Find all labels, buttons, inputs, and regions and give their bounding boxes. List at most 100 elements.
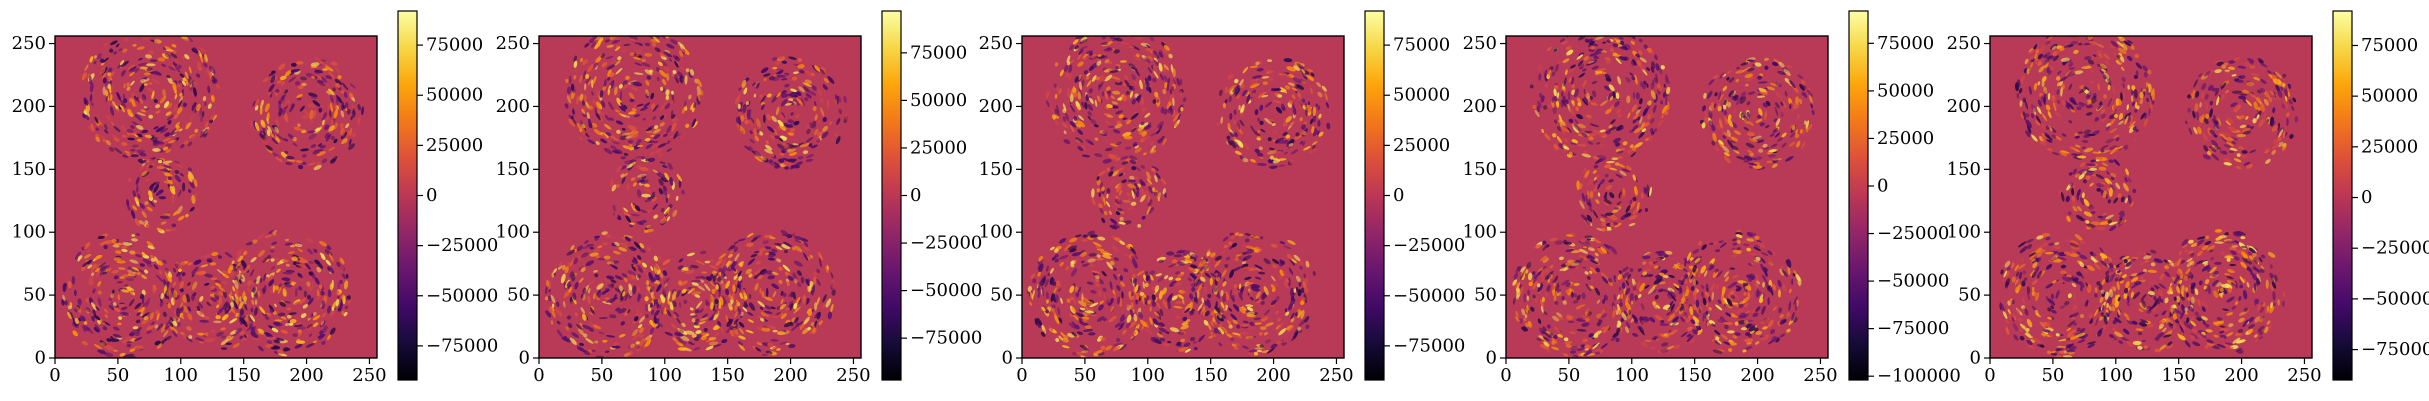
heatmap-cell — [1255, 61, 1260, 66]
heatmap-cell — [1235, 232, 1239, 236]
heatmap-cell — [638, 220, 647, 224]
heatmap-cell — [1609, 192, 1615, 199]
heatmap-cell — [1180, 106, 1184, 112]
heatmap-cell — [181, 56, 186, 61]
heatmap-cell — [694, 294, 701, 298]
heatmap-cell — [1131, 190, 1135, 199]
heatmap-cell — [165, 281, 171, 287]
heatmap-cell — [620, 206, 625, 211]
heatmap-cell — [663, 36, 669, 39]
heatmap-cell — [146, 67, 153, 72]
heatmap-cell — [589, 306, 595, 315]
heatmap-cell — [1115, 211, 1121, 216]
heatmap-cell — [167, 139, 177, 144]
heatmap-cell — [1112, 289, 1115, 295]
heatmap-cell — [1233, 284, 1238, 289]
heatmap-cell — [1140, 30, 1145, 35]
heatmap-cell — [294, 243, 303, 248]
heatmap-cell — [742, 104, 747, 114]
heatmap-cell — [284, 322, 290, 326]
heatmap-cell — [136, 312, 141, 316]
heatmap-cell — [656, 255, 663, 262]
heatmap-cell — [746, 242, 754, 247]
heatmap-cell — [1312, 141, 1318, 146]
heatmap-cell — [62, 283, 67, 293]
heatmap-cell — [1044, 279, 1049, 288]
heatmap-cell — [1586, 38, 1594, 43]
x-tick-label: 200 — [289, 365, 323, 386]
heatmap-cell — [94, 343, 103, 350]
heatmap-cell — [1776, 137, 1783, 142]
heatmap-cell — [177, 100, 183, 108]
heatmap-cell — [182, 182, 186, 192]
heatmap-cell — [602, 242, 608, 246]
heatmap-cell — [741, 85, 746, 93]
heatmap-cell — [768, 159, 774, 164]
heatmap-cell — [1762, 143, 1768, 148]
heatmap-cell — [284, 70, 292, 77]
heatmap-cell — [131, 92, 135, 100]
heatmap-cell — [1134, 147, 1142, 154]
heatmap-cell — [335, 82, 341, 88]
heatmap-cell — [1576, 97, 1582, 104]
x-tick-label: 200 — [773, 365, 807, 386]
heatmap-cell — [1591, 80, 1598, 85]
heatmap-cell — [639, 209, 648, 214]
heatmap-cell — [784, 102, 792, 106]
heatmap-cell — [1127, 207, 1134, 211]
heatmap-cell — [1164, 275, 1169, 280]
heatmap-cell — [324, 64, 329, 67]
heatmap-cell — [669, 176, 674, 186]
heatmap-cell — [1121, 161, 1129, 165]
heatmap-cell — [1305, 324, 1310, 330]
heatmap-cell — [628, 286, 633, 297]
heatmap-cell — [314, 70, 324, 74]
heatmap-cell — [1560, 137, 1565, 142]
heatmap-cell — [602, 86, 607, 91]
heatmap-cell — [1084, 325, 1092, 330]
heatmap-cell — [1758, 148, 1764, 153]
heatmap-cell — [173, 60, 179, 64]
heatmap-cell — [776, 92, 782, 98]
heatmap-cell — [1638, 38, 1643, 43]
heatmap-cell — [1206, 298, 1211, 309]
colorbar-tick-label: 75000 — [426, 35, 483, 56]
heatmap-cell — [1616, 124, 1623, 131]
heatmap-cell — [1591, 90, 1597, 98]
heatmap-cell — [769, 134, 776, 140]
heatmap-cell — [618, 84, 623, 89]
heatmap-cell — [1208, 335, 1214, 339]
heatmap-cell — [1146, 206, 1151, 216]
heatmap-cell — [653, 315, 657, 324]
heatmap-cell — [343, 280, 349, 290]
heatmap-cell — [792, 143, 799, 146]
heatmap-cell — [696, 334, 703, 339]
heatmap-cell — [103, 344, 114, 350]
heatmap-cell — [1746, 101, 1751, 106]
heatmap-cell — [336, 290, 340, 296]
heatmap-cell — [787, 275, 794, 281]
heatmap-cell — [178, 312, 185, 320]
heatmap-cell — [587, 64, 594, 73]
heatmap-cell — [232, 332, 238, 337]
heatmap-cell — [733, 246, 738, 253]
heatmap-cell — [1147, 207, 1155, 214]
heatmap-cell — [1140, 96, 1145, 106]
heatmap-cell — [737, 270, 742, 277]
heatmap-cell — [1703, 92, 1707, 99]
heatmap-cell — [1113, 37, 1123, 42]
heatmap-cell — [624, 236, 631, 242]
heatmap-cell — [1082, 55, 1087, 60]
heatmap-cell — [1156, 256, 1166, 262]
heatmap-cell — [87, 264, 93, 269]
heatmap-cell — [761, 270, 768, 276]
heatmap-cell — [1162, 88, 1167, 95]
heatmap-cell — [247, 287, 252, 295]
heatmap-cell — [788, 124, 793, 128]
heatmap-cell — [1123, 30, 1132, 34]
heatmap-cell — [600, 100, 606, 108]
heatmap-cell — [704, 283, 711, 292]
heatmap-cell — [137, 62, 148, 67]
heatmap-cell — [1746, 76, 1755, 82]
heatmap-cell — [574, 281, 579, 290]
